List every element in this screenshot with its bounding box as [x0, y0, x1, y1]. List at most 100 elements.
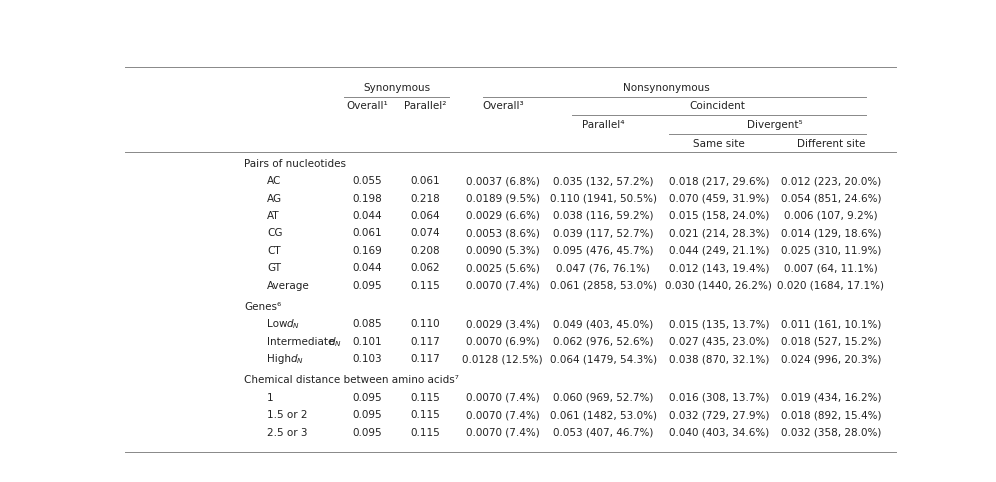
- Text: 0.218: 0.218: [410, 193, 440, 203]
- Text: 0.103: 0.103: [353, 354, 382, 364]
- Text: 0.061: 0.061: [353, 228, 382, 239]
- Text: High: High: [267, 354, 295, 364]
- Text: 0.025 (310, 11.9%): 0.025 (310, 11.9%): [781, 246, 881, 256]
- Text: 0.016 (308, 13.7%): 0.016 (308, 13.7%): [668, 393, 769, 403]
- Text: 0.095: 0.095: [353, 393, 382, 403]
- Text: 0.032 (358, 28.0%): 0.032 (358, 28.0%): [781, 428, 881, 438]
- Text: 0.038 (116, 59.2%): 0.038 (116, 59.2%): [553, 211, 653, 221]
- Text: Divergent⁵: Divergent⁵: [747, 120, 803, 130]
- Text: 0.049 (403, 45.0%): 0.049 (403, 45.0%): [553, 319, 653, 329]
- Text: 0.0128 (12.5%): 0.0128 (12.5%): [462, 354, 543, 364]
- Text: 0.115: 0.115: [410, 410, 440, 420]
- Text: 0.044: 0.044: [353, 263, 382, 273]
- Text: Different site: Different site: [797, 139, 865, 149]
- Text: 0.040 (403, 34.6%): 0.040 (403, 34.6%): [668, 428, 769, 438]
- Text: 0.039 (117, 52.7%): 0.039 (117, 52.7%): [553, 228, 653, 239]
- Text: 0.019 (434, 16.2%): 0.019 (434, 16.2%): [781, 393, 881, 403]
- Text: Synonymous: Synonymous: [363, 82, 430, 93]
- Text: 0.044 (249, 21.1%): 0.044 (249, 21.1%): [668, 246, 769, 256]
- Text: 0.115: 0.115: [410, 393, 440, 403]
- Text: 0.054 (851, 24.6%): 0.054 (851, 24.6%): [781, 193, 881, 203]
- Text: 0.061: 0.061: [410, 176, 440, 186]
- Text: 0.208: 0.208: [410, 246, 440, 256]
- Text: 2.5 or 3: 2.5 or 3: [267, 428, 308, 438]
- Text: CT: CT: [267, 246, 281, 256]
- Text: 0.018 (892, 15.4%): 0.018 (892, 15.4%): [781, 410, 881, 420]
- Text: 0.095: 0.095: [353, 428, 382, 438]
- Text: 0.038 (870, 32.1%): 0.038 (870, 32.1%): [668, 354, 769, 364]
- Text: 0.020 (1684, 17.1%): 0.020 (1684, 17.1%): [777, 281, 884, 291]
- Text: Intermediate: Intermediate: [267, 337, 338, 347]
- Text: 0.035 (132, 57.2%): 0.035 (132, 57.2%): [553, 176, 653, 186]
- Text: 0.062: 0.062: [410, 263, 440, 273]
- Text: 1: 1: [267, 393, 274, 403]
- Text: 0.0029 (6.6%): 0.0029 (6.6%): [466, 211, 540, 221]
- Text: 0.101: 0.101: [353, 337, 382, 347]
- Text: 0.012 (143, 19.4%): 0.012 (143, 19.4%): [668, 263, 769, 273]
- Text: Pairs of nucleotides: Pairs of nucleotides: [244, 159, 347, 169]
- Text: 0.027 (435, 23.0%): 0.027 (435, 23.0%): [668, 337, 769, 347]
- Text: 0.064 (1479, 54.3%): 0.064 (1479, 54.3%): [550, 354, 656, 364]
- Text: 0.018 (527, 15.2%): 0.018 (527, 15.2%): [781, 337, 881, 347]
- Text: 0.085: 0.085: [353, 319, 382, 329]
- Text: 0.095 (476, 45.7%): 0.095 (476, 45.7%): [553, 246, 653, 256]
- Text: 0.095: 0.095: [353, 281, 382, 291]
- Text: 0.0090 (5.3%): 0.0090 (5.3%): [466, 246, 540, 256]
- Text: 0.012 (223, 20.0%): 0.012 (223, 20.0%): [781, 176, 880, 186]
- Text: 0.0025 (5.6%): 0.0025 (5.6%): [466, 263, 540, 273]
- Text: Parallel⁴: Parallel⁴: [582, 120, 624, 130]
- Text: 0.0029 (3.4%): 0.0029 (3.4%): [466, 319, 540, 329]
- Text: 0.0070 (7.4%): 0.0070 (7.4%): [466, 428, 540, 438]
- Text: 0.0189 (9.5%): 0.0189 (9.5%): [466, 193, 540, 203]
- Text: 0.0037 (6.8%): 0.0037 (6.8%): [466, 176, 540, 186]
- Text: 0.044: 0.044: [353, 211, 382, 221]
- Text: 0.115: 0.115: [410, 281, 440, 291]
- Text: Nonsynonymous: Nonsynonymous: [623, 82, 710, 93]
- Text: 0.061 (1482, 53.0%): 0.061 (1482, 53.0%): [550, 410, 656, 420]
- Text: 0.021 (214, 28.3%): 0.021 (214, 28.3%): [668, 228, 769, 239]
- Text: AC: AC: [267, 176, 282, 186]
- Text: 0.007 (64, 11.1%): 0.007 (64, 11.1%): [784, 263, 877, 273]
- Text: Chemical distance between amino acids⁷: Chemical distance between amino acids⁷: [244, 375, 459, 386]
- Text: 0.055: 0.055: [353, 176, 382, 186]
- Text: 0.047 (76, 76.1%): 0.047 (76, 76.1%): [556, 263, 650, 273]
- Text: AG: AG: [267, 193, 283, 203]
- Text: Overall¹: Overall¹: [347, 101, 388, 111]
- Text: 0.110 (1941, 50.5%): 0.110 (1941, 50.5%): [550, 193, 656, 203]
- Text: 0.0070 (7.4%): 0.0070 (7.4%): [466, 281, 540, 291]
- Text: CG: CG: [267, 228, 283, 239]
- Text: Low: Low: [267, 319, 291, 329]
- Text: 0.015 (135, 13.7%): 0.015 (135, 13.7%): [668, 319, 769, 329]
- Text: 0.095: 0.095: [353, 410, 382, 420]
- Text: 0.198: 0.198: [353, 193, 382, 203]
- Text: 0.070 (459, 31.9%): 0.070 (459, 31.9%): [668, 193, 769, 203]
- Text: Overall³: Overall³: [482, 101, 524, 111]
- Text: 0.117: 0.117: [410, 337, 440, 347]
- Text: 0.024 (996, 20.3%): 0.024 (996, 20.3%): [781, 354, 881, 364]
- Text: 0.110: 0.110: [410, 319, 440, 329]
- Text: 0.0070 (7.4%): 0.0070 (7.4%): [466, 393, 540, 403]
- Text: 0.011 (161, 10.1%): 0.011 (161, 10.1%): [781, 319, 881, 329]
- Text: $d_N$: $d_N$: [328, 335, 342, 348]
- Text: AT: AT: [267, 211, 280, 221]
- Text: 0.032 (729, 27.9%): 0.032 (729, 27.9%): [668, 410, 769, 420]
- Text: 0.0070 (7.4%): 0.0070 (7.4%): [466, 410, 540, 420]
- Text: 0.0070 (6.9%): 0.0070 (6.9%): [466, 337, 540, 347]
- Text: Same site: Same site: [693, 139, 745, 149]
- Text: 0.018 (217, 29.6%): 0.018 (217, 29.6%): [668, 176, 769, 186]
- Text: Coincident: Coincident: [689, 101, 745, 111]
- Text: 0.015 (158, 24.0%): 0.015 (158, 24.0%): [668, 211, 769, 221]
- Text: 0.030 (1440, 26.2%): 0.030 (1440, 26.2%): [665, 281, 772, 291]
- Text: 0.053 (407, 46.7%): 0.053 (407, 46.7%): [553, 428, 653, 438]
- Text: 0.006 (107, 9.2%): 0.006 (107, 9.2%): [784, 211, 877, 221]
- Text: 0.060 (969, 52.7%): 0.060 (969, 52.7%): [553, 393, 653, 403]
- Text: 0.014 (129, 18.6%): 0.014 (129, 18.6%): [781, 228, 881, 239]
- Text: Genes⁶: Genes⁶: [244, 302, 282, 312]
- Text: $d_N$: $d_N$: [291, 352, 305, 366]
- Text: 0.064: 0.064: [410, 211, 440, 221]
- Text: 0.062 (976, 52.6%): 0.062 (976, 52.6%): [553, 337, 653, 347]
- Text: 0.0053 (8.6%): 0.0053 (8.6%): [466, 228, 540, 239]
- Text: 0.117: 0.117: [410, 354, 440, 364]
- Text: 0.061 (2858, 53.0%): 0.061 (2858, 53.0%): [550, 281, 656, 291]
- Text: Parallel²: Parallel²: [404, 101, 447, 111]
